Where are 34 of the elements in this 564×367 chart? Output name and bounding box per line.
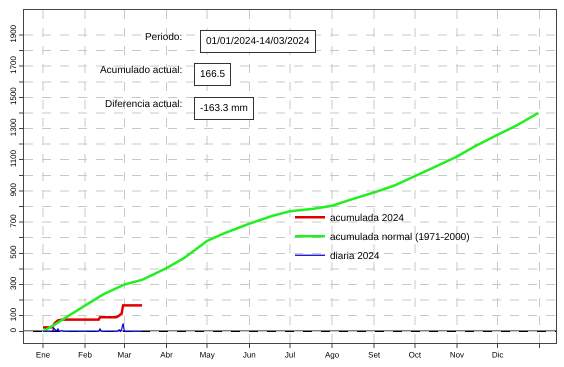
legend-label: acumulada normal (1971-2000) [330, 232, 470, 244]
x-tick-label: Ago [324, 350, 340, 360]
x-tick-label: Dic [492, 350, 504, 360]
y-tick-label: 900 [8, 182, 18, 196]
x-tick-label: Abr [160, 350, 174, 360]
y-tick-label: 0 [8, 327, 18, 332]
y-tick-label: 100 [8, 307, 18, 322]
y-tick-label: 1500 [8, 86, 18, 106]
y-tick-label: 500 [8, 244, 18, 259]
y-tick-label: 1100 [8, 149, 18, 168]
annotation: 01/01/2024-14/03/2024 [206, 36, 310, 47]
line-series [42, 112, 540, 333]
legend-label: acumulada 2024 [330, 213, 404, 224]
y-tick-label: 1700 [8, 56, 18, 74]
y-tick-label: 1900 [8, 24, 18, 43]
x-tick-label: May [200, 350, 215, 360]
x-tick-label: Jun [242, 350, 256, 360]
annotation: -163.3 mm [200, 103, 248, 114]
x-tick-label: Ene [36, 350, 51, 360]
x-tick-label: Set [368, 350, 381, 360]
annotation: Diferencia actual: [105, 99, 182, 110]
annotation: Periodo: [145, 32, 182, 43]
legend-label: diaria 2024 [330, 251, 380, 262]
annotation: 166.5 [200, 69, 226, 80]
x-tick-label: Mar [118, 350, 132, 360]
annotation: Acumulado actual: [100, 65, 182, 76]
x-tick-label: Oct [408, 350, 422, 360]
x-tick-label: Feb [78, 350, 93, 360]
y-tick-label: 700 [8, 214, 18, 228]
line-series [42, 322, 143, 332]
x-tick-label: Jul [284, 350, 296, 360]
x-tick-label: Nov [450, 350, 464, 360]
y-tick-label: 1300 [8, 118, 18, 136]
y-tick-label: 300 [8, 276, 18, 290]
